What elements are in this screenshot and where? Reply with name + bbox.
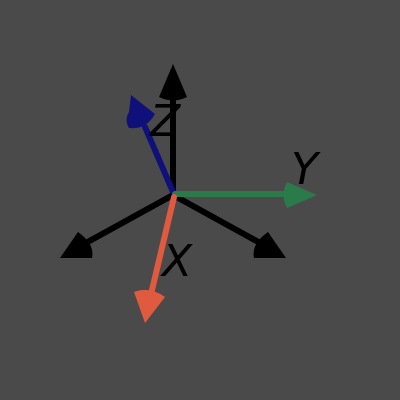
reference-axis-up: [159, 64, 187, 198]
z-axis-label: Z: [149, 96, 181, 147]
cone-arrow-icon: [253, 232, 286, 258]
cone-arrow-icon: [134, 289, 165, 323]
x-axis[interactable]: X: [134, 194, 193, 323]
y-axis-label: Y: [291, 144, 321, 195]
y-axis[interactable]: Y: [172, 144, 321, 208]
cone-arrow-icon: [283, 182, 317, 208]
reference-axis-left: [60, 192, 176, 258]
cone-arrow-icon: [60, 232, 93, 258]
reference-axis-right: [170, 192, 286, 258]
cone-arrow-icon: [126, 95, 155, 129]
x-axis-label: X: [160, 236, 193, 287]
z-axis[interactable]: Z: [126, 95, 182, 195]
cone-arrow-icon: [159, 64, 187, 101]
